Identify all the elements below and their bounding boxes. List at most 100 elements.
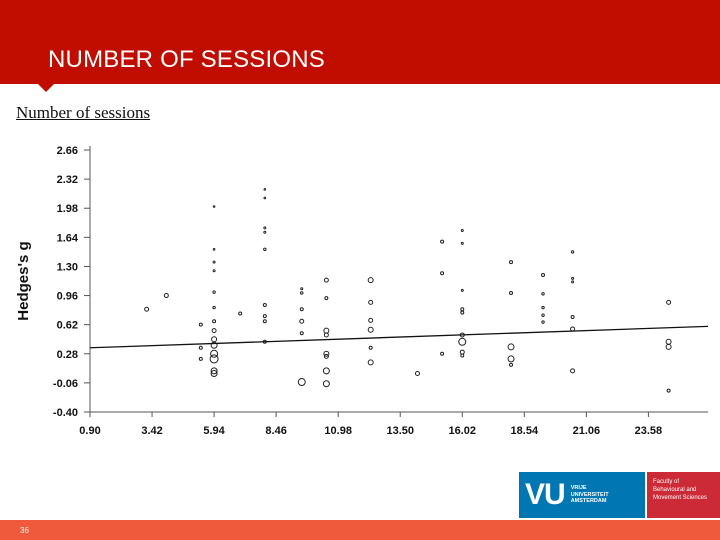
data-point [541, 305, 545, 310]
vu-logo-block: VU VRIJE UNIVERSITEIT AMSTERDAM [519, 472, 645, 518]
faculty-block: Faculty of Behavioural and Movement Scie… [647, 472, 720, 518]
data-point [212, 319, 217, 324]
data-point [440, 351, 445, 356]
data-point [323, 353, 329, 359]
data-point [666, 388, 671, 393]
data-point [460, 307, 465, 312]
data-point [238, 311, 243, 316]
x-tick-label: 13.50 [386, 425, 414, 437]
data-point [665, 338, 672, 345]
data-point [198, 345, 203, 350]
data-point [263, 188, 267, 191]
data-point [665, 343, 672, 350]
data-point [458, 337, 467, 346]
data-point [299, 318, 305, 324]
data-point [299, 307, 304, 312]
data-point [209, 354, 219, 364]
data-point [507, 343, 515, 351]
y-tick-label: 1.98 [57, 203, 78, 215]
data-point [300, 291, 304, 295]
slide-footer: 36 [0, 520, 720, 540]
y-axis-label: Hedges's g [15, 241, 32, 320]
y-tick-label: -0.06 [53, 378, 78, 390]
data-point [460, 228, 464, 232]
data-point [322, 367, 330, 375]
chart-heading: Number of sessions [16, 103, 151, 122]
slide-header: NUMBER OF SESSIONS [0, 0, 720, 84]
x-tick-label: 10.98 [324, 425, 352, 437]
data-point [263, 247, 267, 252]
data-point [198, 322, 203, 327]
data-point [368, 299, 374, 305]
data-point [460, 353, 465, 358]
data-point [212, 305, 216, 310]
data-point [414, 370, 420, 376]
y-tick-label: 2.66 [57, 145, 78, 157]
data-point [211, 336, 218, 343]
x-tick-label: 16.02 [449, 425, 477, 437]
data-point [570, 250, 575, 254]
data-point [211, 328, 217, 334]
y-tick-label: -0.40 [53, 407, 78, 419]
data-point [210, 349, 219, 358]
data-point [262, 319, 267, 324]
regression-line [89, 325, 709, 349]
data-point [570, 326, 576, 332]
y-tick-label: 0.96 [57, 291, 78, 303]
x-tick-label: 23.58 [635, 425, 663, 437]
x-tick-label: 0.90 [79, 425, 100, 437]
data-point [299, 331, 304, 336]
faculty-line: Movement Sciences [653, 495, 708, 501]
data-point [460, 310, 465, 315]
data-point [541, 320, 545, 324]
data-point [322, 380, 330, 388]
data-point [297, 378, 306, 387]
vu-logo-university: VRIJE UNIVERSITEIT AMSTERDAM [571, 485, 609, 505]
data-point [541, 313, 545, 317]
y-tick-label: 0.28 [57, 349, 78, 361]
data-point [367, 326, 374, 333]
data-point [368, 345, 373, 350]
data-point [262, 302, 267, 307]
data-point [163, 293, 169, 299]
data-point [507, 355, 515, 363]
vu-logo: VU VRIJE UNIVERSITEIT AMSTERDAM Faculty … [519, 472, 720, 518]
y-tick-label: 2.32 [57, 174, 78, 186]
data-point [324, 296, 329, 301]
x-tick-label: 5.94 [203, 425, 225, 437]
data-point [666, 299, 672, 305]
data-point [571, 280, 575, 284]
data-point [300, 287, 304, 291]
y-tick-label: 0.62 [57, 320, 78, 332]
scatter-chart: -0.40 -0.06 0.28 0.62 0.96 1.30 1.64 1.98 2.32 2.… [15, 145, 709, 437]
data-point [460, 241, 464, 245]
y-tick-label: 1.30 [57, 261, 78, 273]
data-point [571, 276, 575, 280]
data-point [263, 226, 267, 230]
data-point [459, 349, 465, 355]
vu-logo-mark: VU [525, 478, 566, 511]
data-point [440, 271, 445, 276]
data-point [212, 269, 216, 273]
data-point [323, 332, 329, 338]
data-point [509, 362, 514, 367]
data-point [263, 196, 267, 200]
x-tick-label: 3.42 [141, 425, 162, 437]
x-tick-label: 8.46 [265, 425, 286, 437]
data-point [210, 369, 218, 377]
data-point [509, 260, 514, 265]
data-point [210, 367, 218, 375]
faculty-line: Faculty of [653, 479, 680, 485]
data-point [262, 314, 267, 319]
data-point [368, 317, 374, 323]
data-point [212, 205, 216, 208]
data-point [212, 290, 216, 294]
data-point [541, 292, 545, 296]
vu-logo-line: UNIVERSITEIT [570, 491, 609, 498]
data-point [367, 277, 374, 284]
page-number: 36 [20, 526, 29, 535]
vu-logo-line: AMSTERDAM [570, 498, 607, 505]
data-point [323, 277, 329, 283]
data-point [570, 314, 575, 319]
data-point [440, 239, 445, 244]
